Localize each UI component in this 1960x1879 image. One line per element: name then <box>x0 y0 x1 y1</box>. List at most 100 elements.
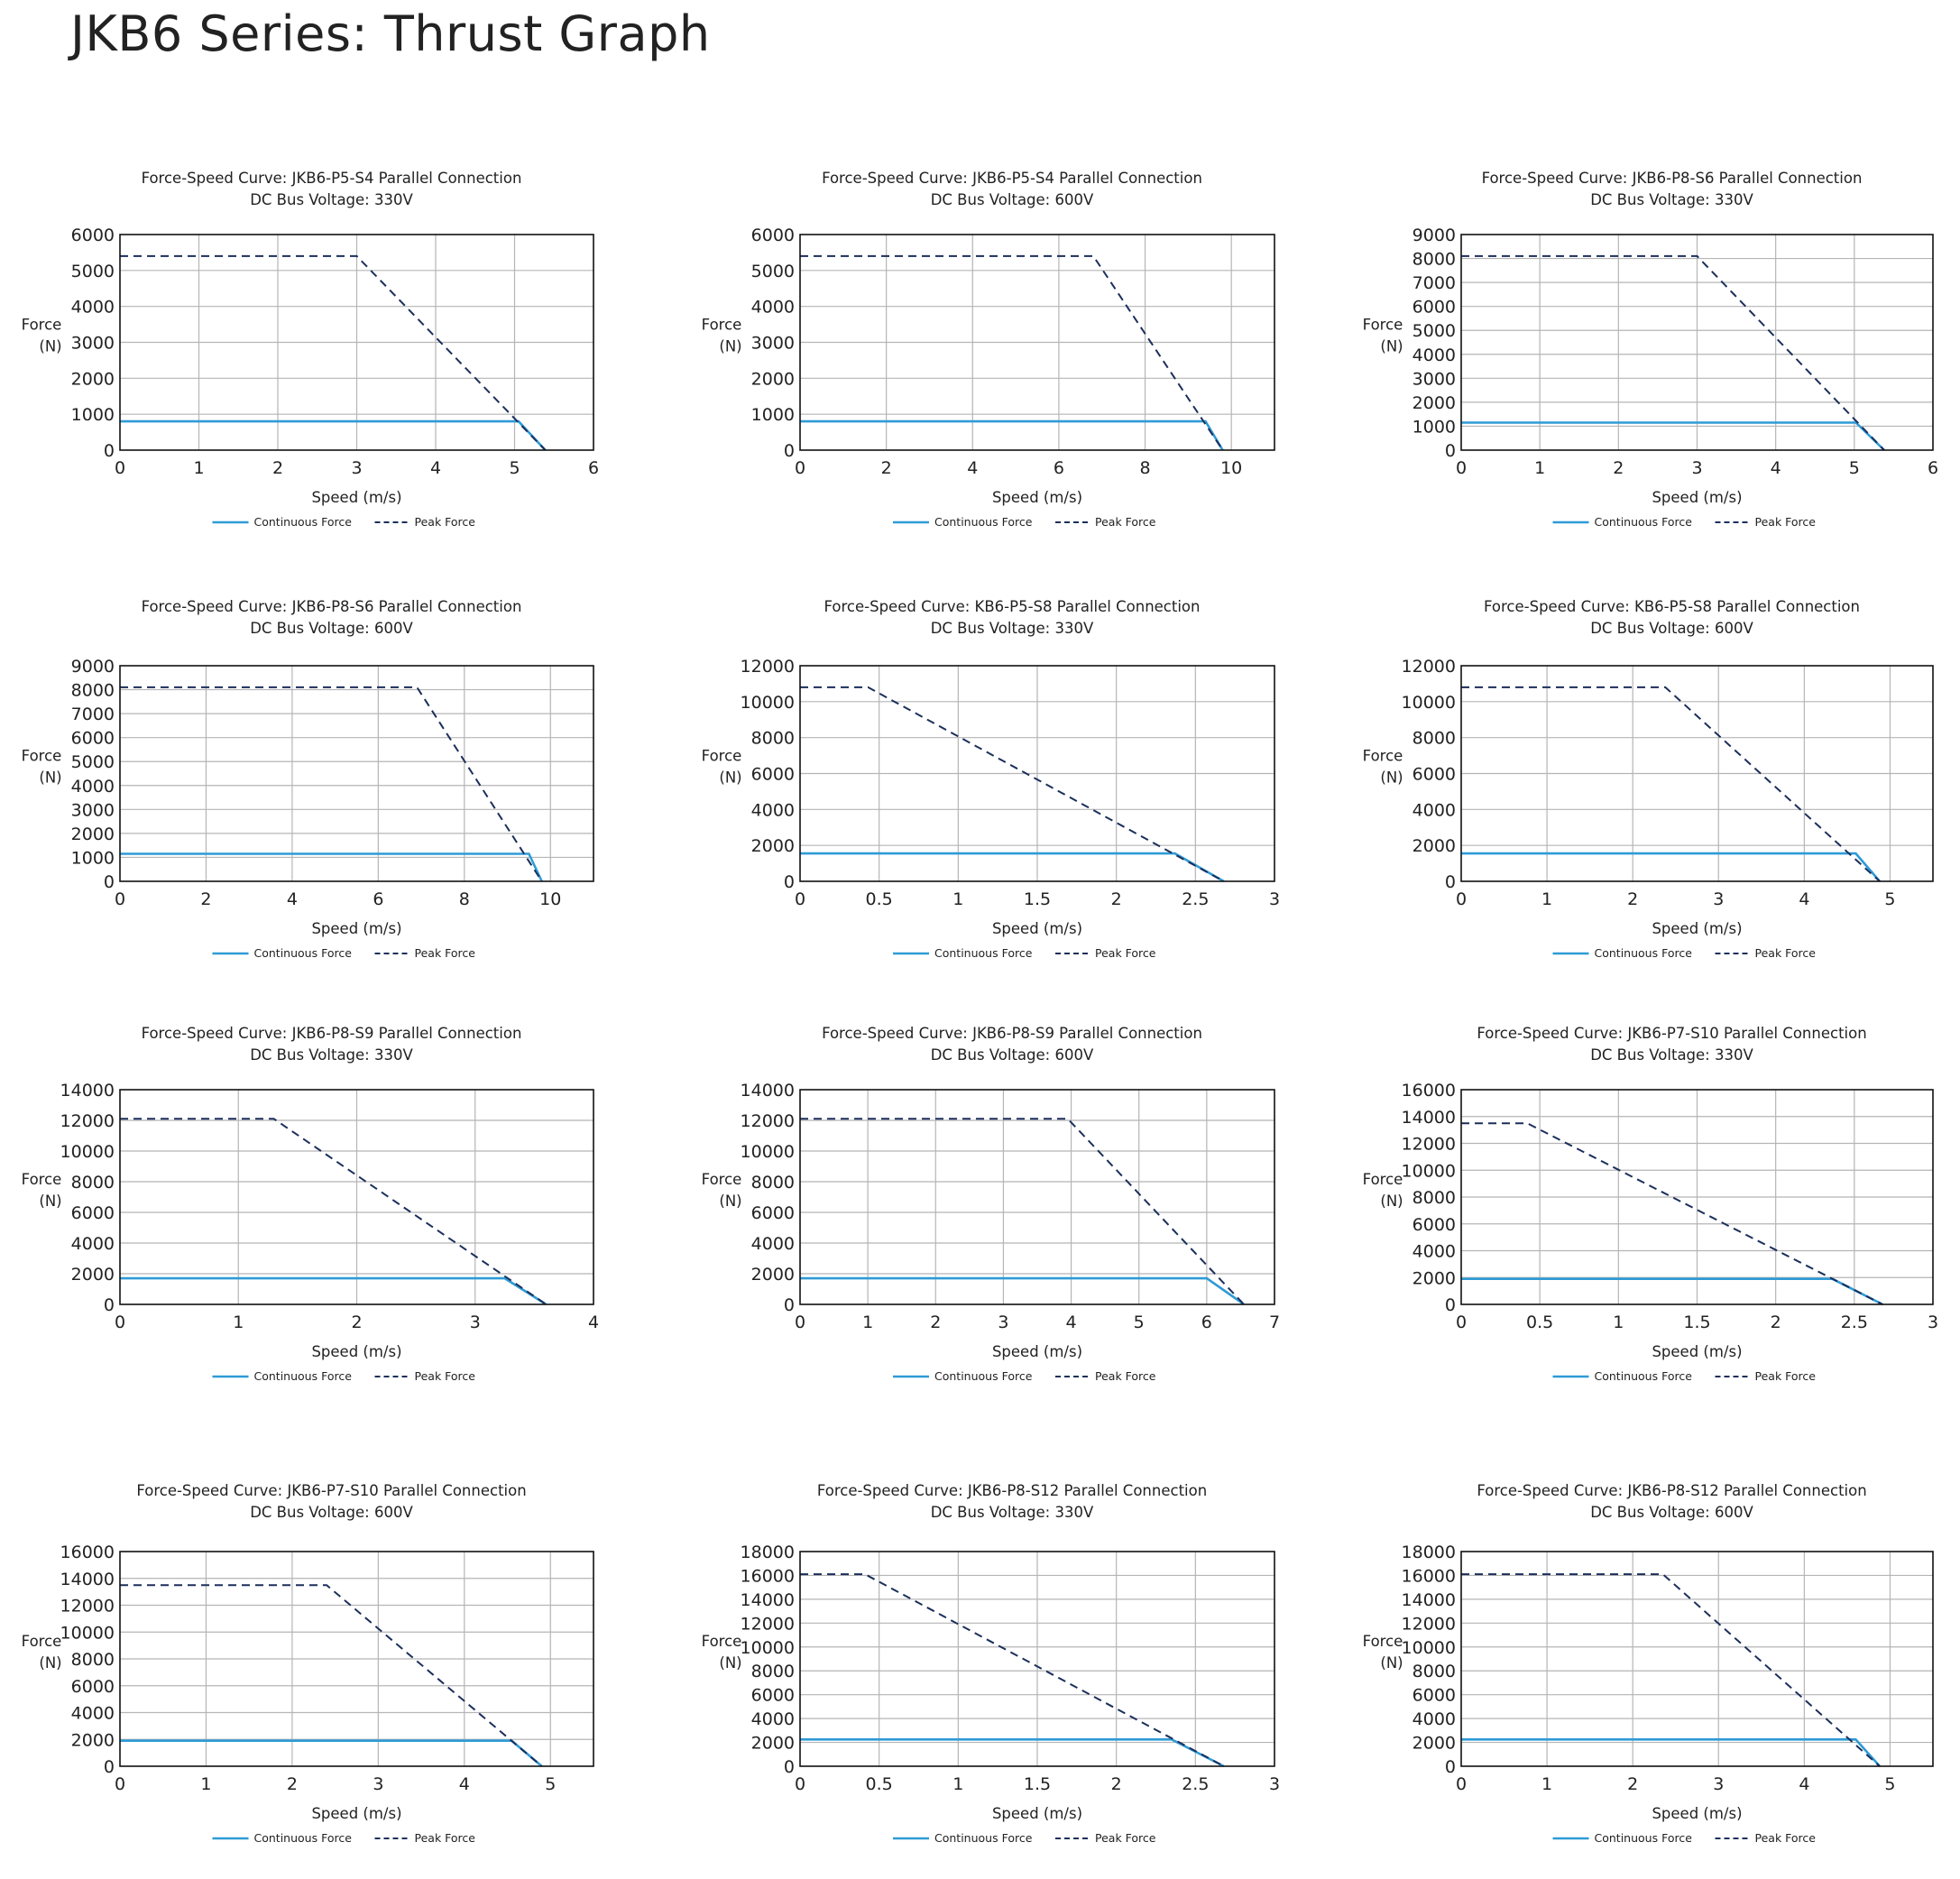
y-tick-label: 0 <box>104 1757 115 1777</box>
y-tick-label: 10000 <box>60 1623 115 1643</box>
y-tick-label: 5000 <box>71 752 115 772</box>
y-tick-label: 8000 <box>1412 1188 1456 1208</box>
legend-peak-label: Peak Force <box>415 1369 476 1383</box>
legend-continuous-label: Continuous Force <box>254 515 353 529</box>
chart-subtitle: DC Bus Voltage: 330V <box>250 1046 413 1064</box>
y-tick-label: 6000 <box>1412 298 1456 318</box>
y-tick-label: 6000 <box>751 226 795 245</box>
x-tick-label: 2 <box>287 1774 298 1794</box>
y-tick-label: 0 <box>104 441 115 461</box>
y-tick-label: 8000 <box>1412 250 1456 270</box>
y-tick-label: 12000 <box>60 1597 115 1616</box>
x-tick-label: 3 <box>1269 889 1280 909</box>
x-axis-label: Speed (m/s) <box>1652 1805 1742 1822</box>
y-tick-label: 4000 <box>751 1709 795 1729</box>
x-tick-label: 8 <box>1139 458 1150 478</box>
plot-frame <box>799 1551 1275 1767</box>
legend-continuous-label: Continuous Force <box>254 1369 353 1383</box>
x-tick-label: 5 <box>1884 1774 1895 1794</box>
x-tick-label: 4 <box>459 1774 470 1794</box>
y-tick-label: 12000 <box>741 1111 795 1131</box>
plot-frame <box>119 665 594 882</box>
x-tick-label: 0 <box>795 1774 805 1794</box>
y-tick-label: 3000 <box>71 334 115 354</box>
chart-subtitle: DC Bus Voltage: 330V <box>1590 1046 1753 1064</box>
y-tick-label: 10000 <box>1402 1161 1456 1181</box>
peak-force-line <box>800 1573 1225 1767</box>
y-tick-label: 8000 <box>71 681 115 701</box>
y-tick-label: 16000 <box>1402 1566 1456 1586</box>
x-axis-label: Speed (m/s) <box>1652 920 1742 937</box>
y-tick-label: 14000 <box>60 1081 115 1101</box>
plot-frame <box>1460 665 1934 882</box>
x-tick-label: 4 <box>1066 1313 1077 1332</box>
legend-peak-label: Peak Force <box>1755 515 1817 529</box>
y-tick-label: 7000 <box>71 705 115 724</box>
y-axis-label: Force (N) <box>22 748 62 787</box>
x-tick-label: 1 <box>952 889 963 909</box>
legend-continuous-label: Continuous Force <box>254 1831 353 1845</box>
y-axis-label: Force (N) <box>702 317 742 355</box>
y-tick-label: 14000 <box>60 1570 115 1589</box>
chart-subtitle: DC Bus Voltage: 330V <box>250 191 413 208</box>
x-tick-label: 10 <box>539 889 561 909</box>
x-tick-label: 4 <box>588 1313 599 1332</box>
y-tick-label: 8000 <box>1412 729 1456 749</box>
continuous-force-line <box>1461 852 1881 882</box>
x-tick-label: 5 <box>1849 458 1860 478</box>
y-tick-label: 2000 <box>751 836 795 856</box>
y-tick-label: 12000 <box>1402 657 1456 677</box>
x-tick-label: 5 <box>509 458 520 478</box>
peak-force-line <box>120 686 543 882</box>
x-tick-label: 5 <box>545 1774 556 1794</box>
y-tick-label: 6000 <box>71 1203 115 1223</box>
plot-frame <box>1460 1089 1934 1305</box>
y-tick-label: 6000 <box>1412 1686 1456 1706</box>
x-tick-label: 0.5 <box>866 1774 893 1794</box>
x-axis-label: Speed (m/s) <box>311 1343 401 1360</box>
x-tick-label: 4 <box>967 458 978 478</box>
legend-continuous-label: Continuous Force <box>254 946 353 960</box>
legend-continuous-label: Continuous Force <box>1595 1831 1693 1845</box>
x-tick-label: 0.5 <box>1526 1313 1553 1332</box>
x-tick-label: 0 <box>1456 1774 1467 1794</box>
x-tick-label: 1 <box>200 1774 211 1794</box>
y-axis-label: Force (N) <box>1363 1171 1403 1210</box>
x-axis-label: Speed (m/s) <box>992 920 1082 937</box>
x-tick-label: 6 <box>1054 458 1064 478</box>
chart-subtitle: DC Bus Voltage: 330V <box>931 620 1094 637</box>
chart-subtitle: DC Bus Voltage: 330V <box>931 1504 1094 1521</box>
chart-title: Force-Speed Curve: JKB6-P8-S6 Parallel C… <box>142 598 522 615</box>
chart-subtitle: DC Bus Voltage: 600V <box>931 191 1094 208</box>
chart-title: Force-Speed Curve: JKB6-P8-S12 Parallel … <box>1477 1482 1866 1499</box>
x-axis-label: Speed (m/s) <box>992 1343 1082 1360</box>
y-tick-label: 6000 <box>71 1677 115 1697</box>
y-tick-label: 0 <box>784 872 795 892</box>
x-tick-label: 3 <box>351 458 362 478</box>
x-tick-label: 6 <box>1201 1313 1212 1332</box>
peak-force-line <box>1461 254 1885 451</box>
legend-peak-label: Peak Force <box>1755 1369 1817 1383</box>
y-tick-label: 8000 <box>751 729 795 749</box>
y-tick-label: 1000 <box>751 405 795 425</box>
x-tick-label: 3 <box>1928 1313 1938 1332</box>
peak-force-line <box>120 1584 543 1767</box>
x-tick-label: 3 <box>998 1313 1008 1332</box>
plot-frame <box>799 1089 1275 1305</box>
y-tick-label: 8000 <box>71 1173 115 1193</box>
peak-force-line <box>800 254 1224 451</box>
y-tick-label: 18000 <box>741 1543 795 1562</box>
legend-peak-label: Peak Force <box>1755 1831 1817 1845</box>
x-tick-label: 1 <box>952 1774 963 1794</box>
x-tick-label: 2 <box>351 1313 362 1332</box>
x-tick-label: 1.5 <box>1024 1774 1051 1794</box>
y-tick-label: 10000 <box>741 1638 795 1658</box>
chart-title: Force-Speed Curve: KB6-P5-S8 Parallel Co… <box>1484 598 1860 615</box>
x-tick-label: 10 <box>1220 458 1242 478</box>
